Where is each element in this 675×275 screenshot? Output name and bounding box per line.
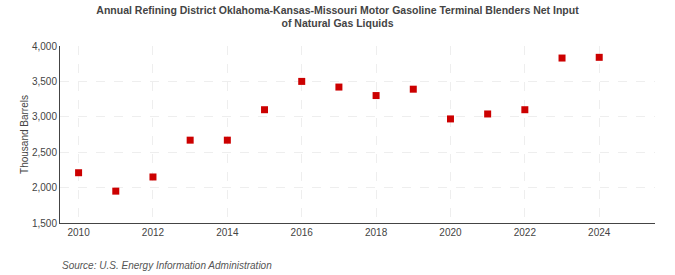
svg-text:Source: U.S. Energy Informatio: Source: U.S. Energy Information Administ… (62, 260, 272, 271)
svg-text:3,500: 3,500 (32, 76, 57, 87)
svg-text:2018: 2018 (365, 227, 388, 238)
svg-text:2,000: 2,000 (32, 182, 57, 193)
svg-text:2016: 2016 (291, 227, 314, 238)
svg-text:2012: 2012 (142, 227, 165, 238)
svg-text:Thousand Barrels: Thousand Barrels (19, 95, 30, 174)
svg-text:Annual Refining District Oklah: Annual Refining District Oklahoma-Kansas… (96, 4, 579, 30)
svg-text:4,000: 4,000 (32, 41, 57, 52)
svg-text:2010: 2010 (67, 227, 90, 238)
svg-text:1,500: 1,500 (32, 218, 57, 229)
svg-text:2024: 2024 (588, 227, 611, 238)
svg-text:2022: 2022 (514, 227, 537, 238)
svg-text:2020: 2020 (439, 227, 462, 238)
svg-text:2014: 2014 (216, 227, 239, 238)
svg-text:2,500: 2,500 (32, 147, 57, 158)
svg-text:3,000: 3,000 (32, 111, 57, 122)
